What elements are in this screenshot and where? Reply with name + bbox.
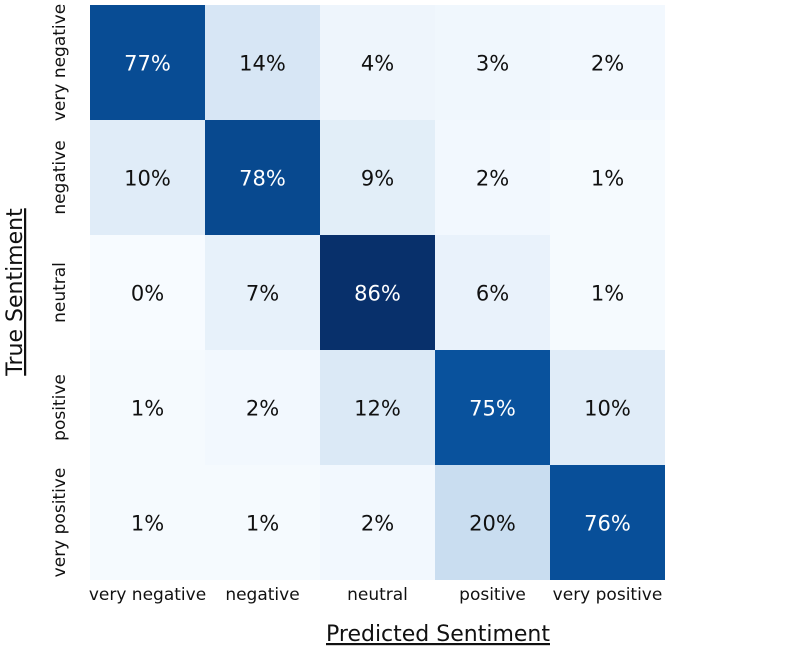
- x-tick-label: negative: [225, 585, 299, 605]
- heatmap-cells: 77% 14% 4% 3% 2% 10% 78% 9% 2% 1% 0% 7% 86% 6% 1% 1% 2% 1…: [90, 5, 665, 580]
- cell-value-label: 86%: [354, 282, 401, 306]
- cell-value-label: 1%: [591, 282, 624, 306]
- heatmap-cell: [205, 120, 320, 235]
- cell-value-label: 12%: [354, 397, 401, 421]
- x-tick-label: neutral: [347, 585, 408, 605]
- heatmap-cell: [320, 465, 435, 580]
- heatmap-cell: [435, 350, 550, 465]
- y-axis-title: True Sentiment: [3, 208, 28, 377]
- cell-value-label: 77%: [124, 52, 171, 76]
- heatmap-cell: [90, 465, 205, 580]
- heatmap-cell: [550, 350, 665, 465]
- x-axis-title: Predicted Sentiment: [326, 622, 550, 647]
- cell-value-label: 6%: [476, 282, 509, 306]
- cell-value-label: 1%: [131, 512, 164, 536]
- cell-value-label: 1%: [591, 167, 624, 191]
- heatmap-cell: [90, 120, 205, 235]
- heatmap-cell: [320, 5, 435, 120]
- cell-value-label: 10%: [124, 167, 171, 191]
- heatmap-cell: [435, 5, 550, 120]
- heatmap-cell: [320, 235, 435, 350]
- cell-value-label: 75%: [469, 397, 516, 421]
- x-tick-label: positive: [459, 585, 526, 605]
- heatmap-cell: [205, 350, 320, 465]
- cell-value-label: 7%: [246, 282, 279, 306]
- cell-value-label: 4%: [361, 52, 394, 76]
- y-tick-label: very negative: [50, 4, 70, 121]
- heatmap-cell: [320, 350, 435, 465]
- heatmap-cell: [435, 465, 550, 580]
- cell-value-label: 78%: [239, 167, 286, 191]
- heatmap-cell: [205, 235, 320, 350]
- heatmap-cell: [205, 465, 320, 580]
- heatmap-cell: [320, 120, 435, 235]
- heatmap-cell: [90, 235, 205, 350]
- y-tick-label: very positive: [50, 468, 70, 578]
- heatmap-cell: [90, 5, 205, 120]
- cell-value-label: 10%: [584, 397, 631, 421]
- cell-value-label: 76%: [584, 512, 631, 536]
- cell-value-label: 9%: [361, 167, 394, 191]
- cell-value-label: 1%: [246, 512, 279, 536]
- cell-value-label: 3%: [476, 52, 509, 76]
- heatmap-cell: [435, 235, 550, 350]
- heatmap-cell: [550, 120, 665, 235]
- heatmap-cell: [90, 350, 205, 465]
- y-tick-label: neutral: [50, 262, 70, 323]
- heatmap-cell: [435, 120, 550, 235]
- cell-value-label: 2%: [476, 167, 509, 191]
- cell-value-label: 2%: [246, 397, 279, 421]
- x-tick-label: very negative: [89, 585, 206, 605]
- cell-value-label: 2%: [361, 512, 394, 536]
- x-tick-label: very positive: [553, 585, 663, 605]
- y-tick-label: positive: [50, 374, 70, 441]
- cell-value-label: 0%: [131, 282, 164, 306]
- heatmap-cell: [550, 235, 665, 350]
- cell-value-label: 20%: [469, 512, 516, 536]
- heatmap-cell: [205, 5, 320, 120]
- y-tick-label: negative: [50, 140, 70, 214]
- y-tick-labels: very negative negative neutral positive very…: [50, 4, 70, 577]
- heatmap-cell: [550, 5, 665, 120]
- cell-value-label: 14%: [239, 52, 286, 76]
- x-tick-labels: very negative negative neutral positive very…: [89, 585, 662, 605]
- cell-value-label: 2%: [591, 52, 624, 76]
- heatmap-cell: [550, 465, 665, 580]
- cell-value-label: 1%: [131, 397, 164, 421]
